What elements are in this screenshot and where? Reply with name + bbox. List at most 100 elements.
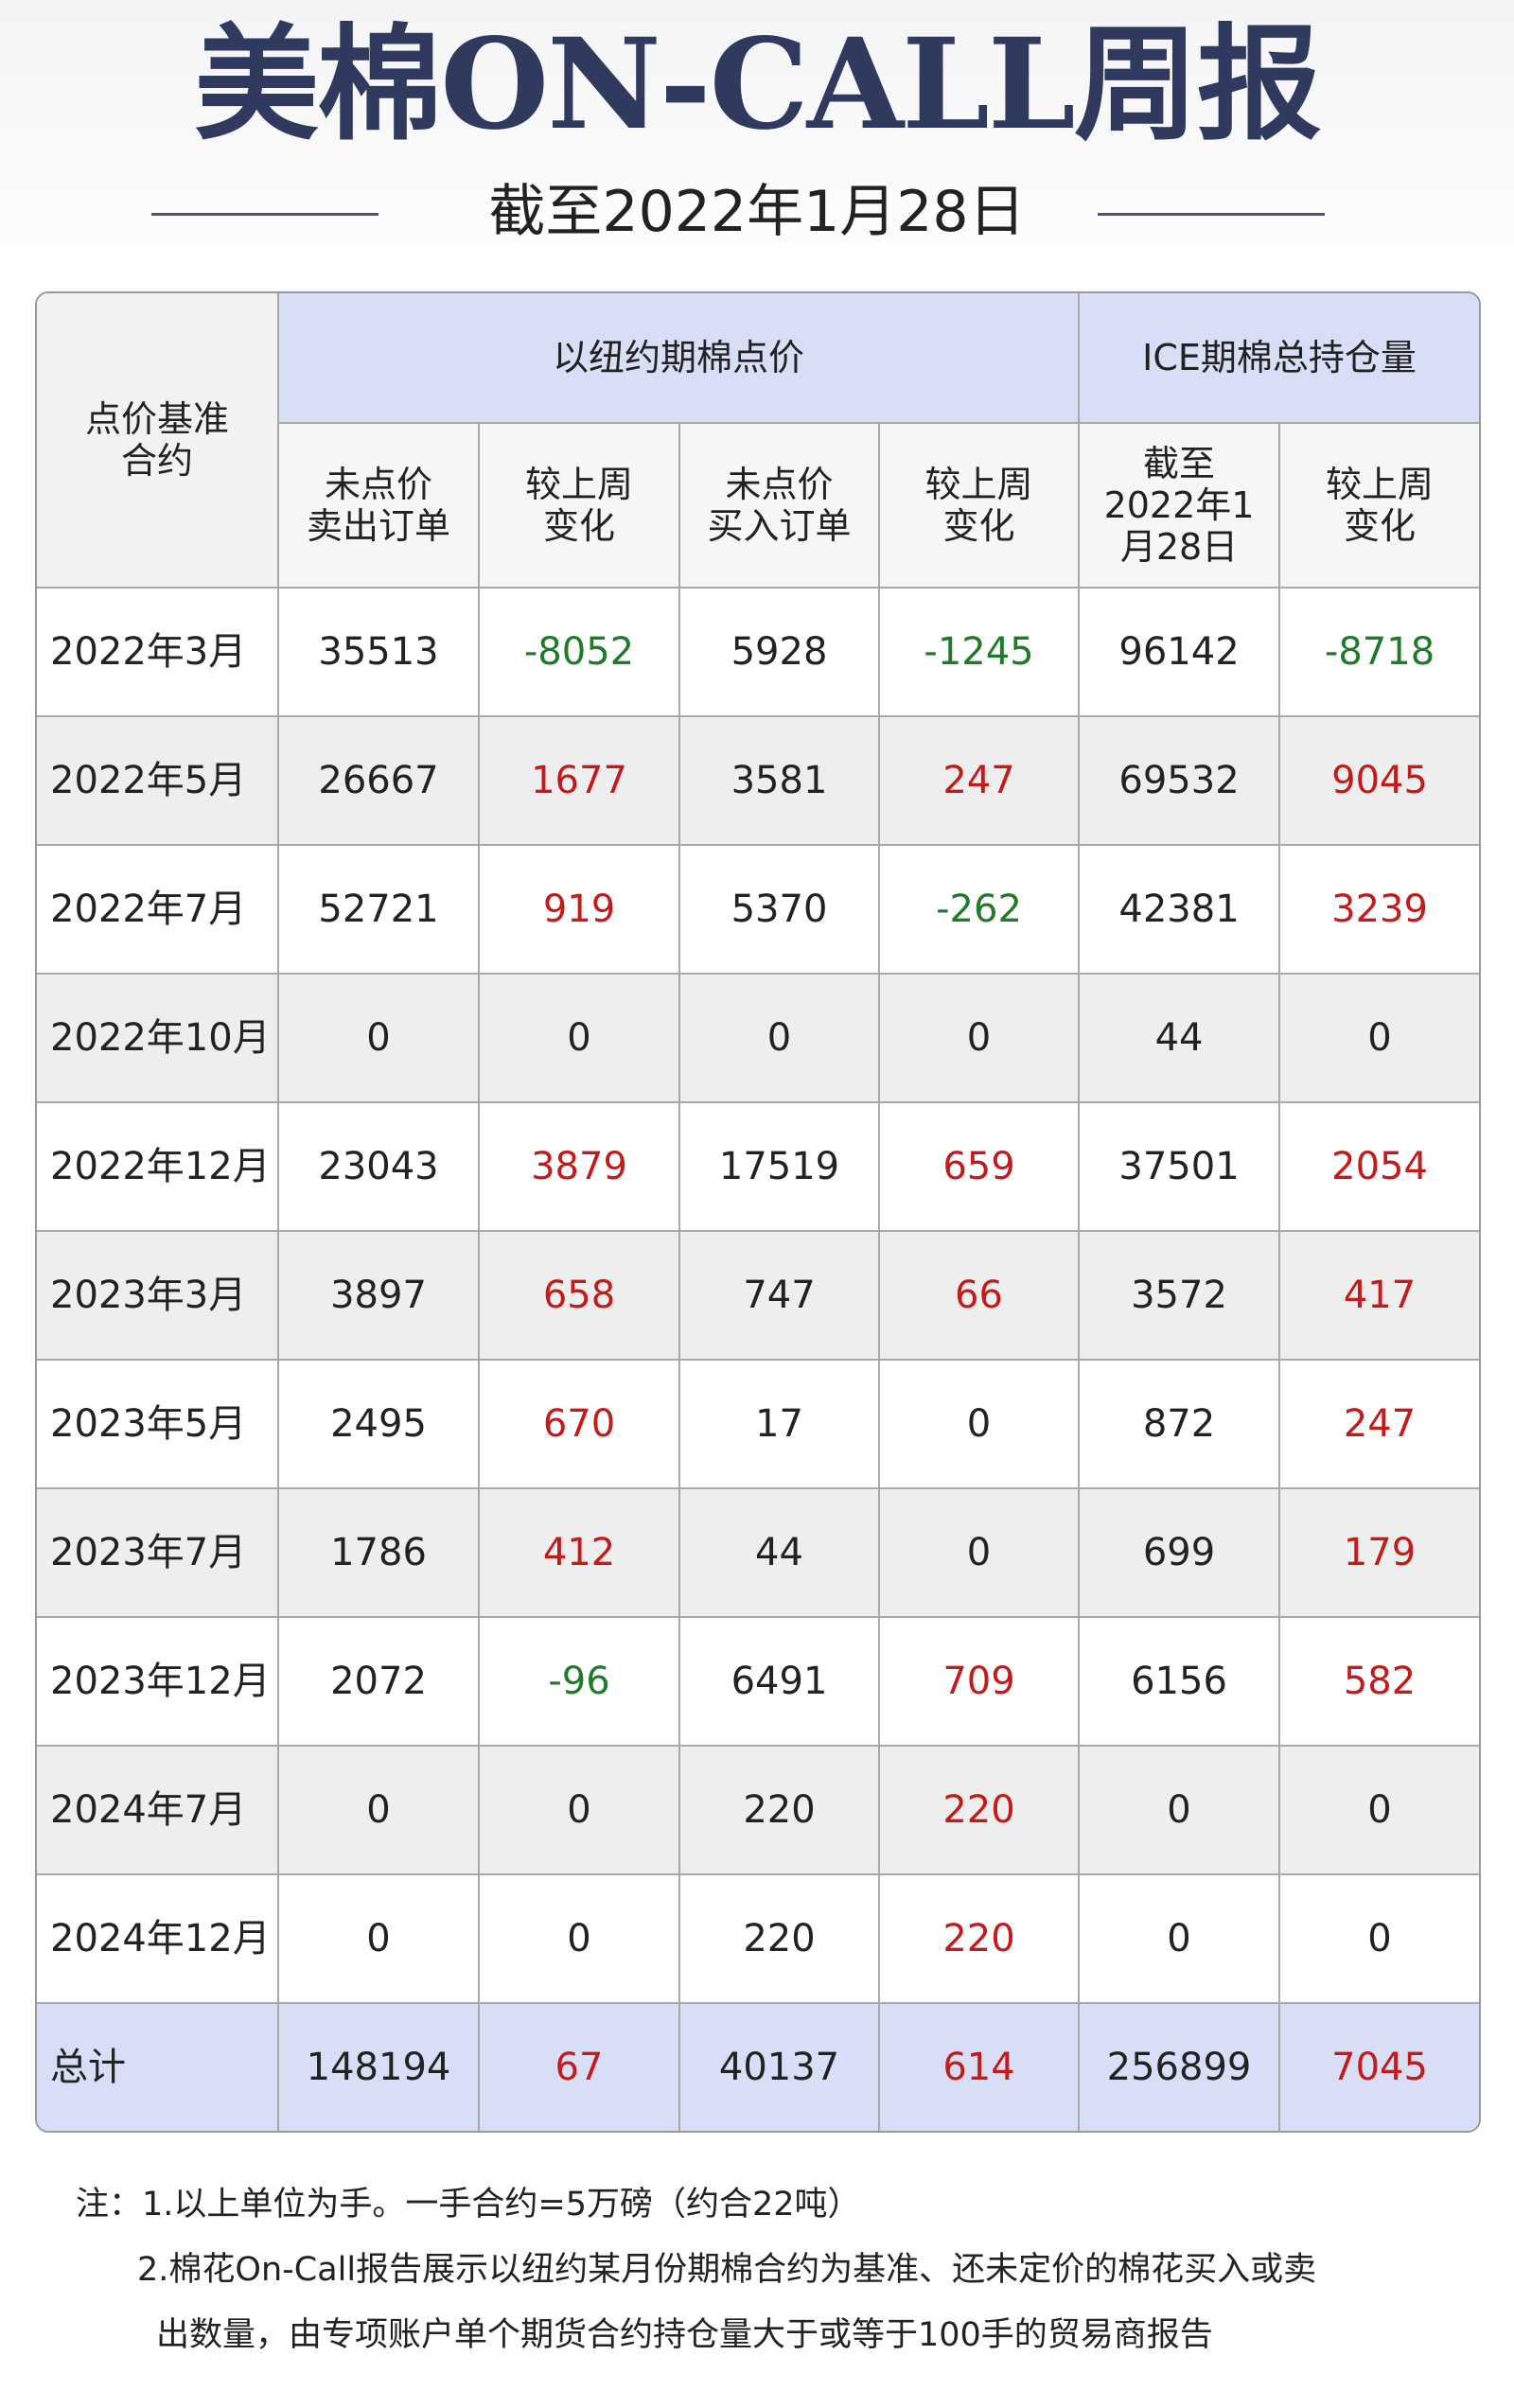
cell: 2072 <box>277 1616 480 1747</box>
cell: 872 <box>1078 1359 1281 1489</box>
cell: 0 <box>277 1745 480 1875</box>
cell: 658 <box>478 1230 680 1361</box>
cell: 7045 <box>1278 2002 1479 2131</box>
cell: 220 <box>678 1745 880 1875</box>
cell: 0 <box>1278 973 1479 1103</box>
column-header: 截至 2022年1 月28日 <box>1078 422 1281 589</box>
cell: 3879 <box>478 1101 680 1232</box>
cell: 23043 <box>277 1101 480 1232</box>
cell: 148194 <box>277 2002 480 2131</box>
cell: 5370 <box>678 844 880 975</box>
cell: 6156 <box>1078 1616 1281 1747</box>
column-header: 未点价 卖出订单 <box>278 422 480 589</box>
cell: 0 <box>478 1873 680 2004</box>
cell: 220 <box>678 1873 880 2004</box>
column-header: 较上周 变化 <box>1278 422 1479 589</box>
title: 美棉ON-CALL周报 <box>194 11 1322 158</box>
subtitle: 截至2022年1月28日 <box>488 179 1026 245</box>
table-row: 2023年12月 2072 -96 6491 709 6156 582 <box>37 1616 1479 1747</box>
cell: 0 <box>277 1873 480 2004</box>
row-label: 2022年12月 <box>37 1101 279 1232</box>
cell: 670 <box>478 1359 680 1489</box>
cell: -8052 <box>478 587 680 717</box>
corner-header: 点价基准 合约 <box>37 293 279 589</box>
cell: 35513 <box>277 587 480 717</box>
cell: 0 <box>478 973 680 1103</box>
column-header: 较上周 变化 <box>877 422 1081 589</box>
cell: 0 <box>877 1487 1081 1618</box>
row-label: 2022年5月 <box>37 715 279 846</box>
cell: 0 <box>1078 1873 1281 2004</box>
cell: 96142 <box>1078 587 1281 717</box>
row-label: 2022年10月 <box>37 973 279 1103</box>
cell: 1786 <box>277 1487 480 1618</box>
cell: 3572 <box>1078 1230 1281 1361</box>
column-header: 未点价 买入订单 <box>678 422 880 589</box>
cell: 6491 <box>678 1616 880 1747</box>
note: 出数量，由专项账户单个期货合约持仓量大于或等于100手的贸易商报告 <box>156 2316 1213 2354</box>
table-row: 2023年5月 2495 670 17 0 872 247 <box>37 1359 1479 1489</box>
row-label: 2024年7月 <box>37 1745 279 1875</box>
cell: 0 <box>1078 1745 1281 1875</box>
cell: 0 <box>877 973 1081 1103</box>
table-row: 2022年3月 35513 -8052 5928 -1245 96142 -8718 <box>37 587 1479 717</box>
cell: 26667 <box>277 715 480 846</box>
cell: 659 <box>877 1101 1081 1232</box>
table-row: 2024年7月 0 0 220 220 0 0 <box>37 1745 1479 1875</box>
row-label: 2023年3月 <box>37 1230 279 1361</box>
cell: 0 <box>1278 1745 1479 1875</box>
row-label: 2024年12月 <box>37 1873 279 2004</box>
row-label: 2023年12月 <box>37 1616 279 1747</box>
cell: 42381 <box>1078 844 1281 975</box>
cell: 17519 <box>678 1101 880 1232</box>
cell: 417 <box>1278 1230 1479 1361</box>
table-row: 总计 148194 67 40137 614 256899 7045 <box>37 2002 1479 2131</box>
cell: 919 <box>478 844 680 975</box>
cell: 5928 <box>678 587 880 717</box>
table-row: 2022年10月 0 0 0 0 44 0 <box>37 973 1479 1103</box>
row-label: 总计 <box>37 2002 279 2131</box>
cell: 9045 <box>1278 715 1479 846</box>
cell: 3239 <box>1278 844 1479 975</box>
cell: 699 <box>1078 1487 1281 1618</box>
cell: 709 <box>877 1616 1081 1747</box>
cell: 220 <box>877 1873 1081 2004</box>
cell: -1245 <box>877 587 1081 717</box>
group-header: 以纽约期棉点价 <box>276 293 1081 424</box>
cell: 3581 <box>678 715 880 846</box>
cell: -96 <box>478 1616 680 1747</box>
row-label: 2023年7月 <box>37 1487 279 1618</box>
cell: 582 <box>1278 1616 1479 1747</box>
divider <box>151 213 378 216</box>
cell: 0 <box>877 1359 1081 1489</box>
cell: 2495 <box>277 1359 480 1489</box>
cell: 3897 <box>277 1230 480 1361</box>
cell: 17 <box>678 1359 880 1489</box>
cell: 179 <box>1278 1487 1479 1618</box>
cell: 1677 <box>478 715 680 846</box>
cell: 256899 <box>1078 2002 1281 2131</box>
table-row: 2022年5月 26667 1677 3581 247 69532 9045 <box>37 715 1479 846</box>
row-label: 2022年7月 <box>37 844 279 975</box>
cell: 37501 <box>1078 1101 1281 1232</box>
cell: 0 <box>1278 1873 1479 2004</box>
header-row: 点价基准 合约 以纽约期棉点价 ICE期棉总持仓量 <box>37 293 1479 589</box>
cell: 614 <box>877 2002 1081 2131</box>
table-row: 2022年7月 52721 919 5370 -262 42381 3239 <box>37 844 1479 975</box>
cell: 67 <box>478 2002 680 2131</box>
cell: 0 <box>678 973 880 1103</box>
cell: 0 <box>277 973 480 1103</box>
table-row: 2022年12月 23043 3879 17519 659 37501 2054 <box>37 1101 1479 1232</box>
cell: 52721 <box>277 844 480 975</box>
row-label: 2022年3月 <box>37 587 279 717</box>
note: 注：1.以上单位为手。一手合约=5万磅（约合22吨） <box>76 2186 861 2223</box>
cell: -8718 <box>1278 587 1479 717</box>
cell: 2054 <box>1278 1101 1479 1232</box>
table-row: 2023年7月 1786 412 44 0 699 179 <box>37 1487 1479 1618</box>
header-row: 未点价 卖出订单 较上周 变化 未点价 买入订单 较上周 变化 截至 2022年1 月2… <box>37 422 1479 589</box>
divider <box>1098 213 1325 216</box>
table-row: 2024年12月 0 0 220 220 0 0 <box>37 1873 1479 2004</box>
cell: 0 <box>478 1745 680 1875</box>
column-header: 较上周 变化 <box>478 422 680 589</box>
